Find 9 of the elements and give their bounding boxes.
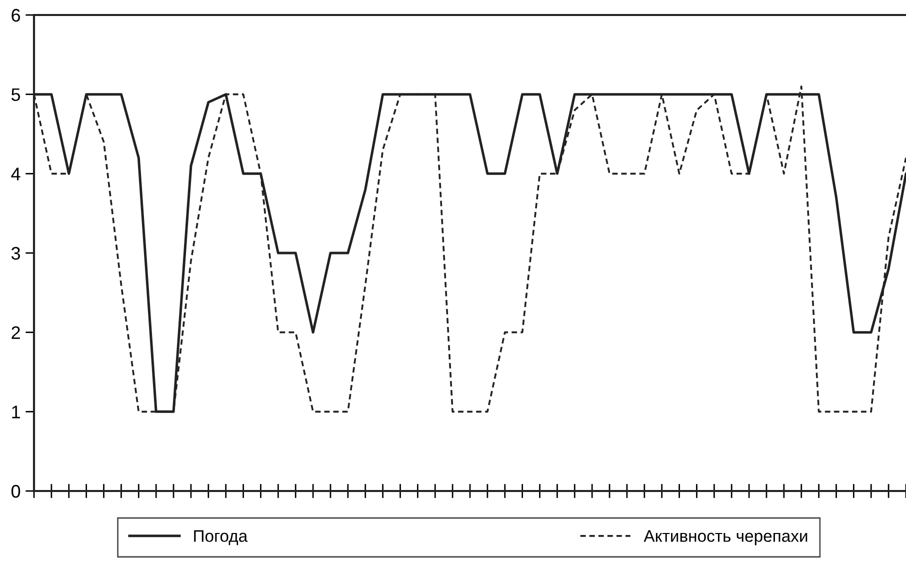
y-tick-label: 2 (12, 326, 20, 339)
y-tick-label: 4 (11, 168, 20, 180)
y-tick-label: 0 (11, 484, 20, 498)
legend-label: Погода (194, 530, 248, 546)
y-tick-label: 5 (11, 88, 20, 102)
y-tick-label: 3 (11, 246, 20, 260)
legend-label: Активность черепахи (644, 530, 808, 546)
y-tick-label: 1 (12, 406, 20, 418)
y-tick-label: 6 (12, 8, 20, 22)
